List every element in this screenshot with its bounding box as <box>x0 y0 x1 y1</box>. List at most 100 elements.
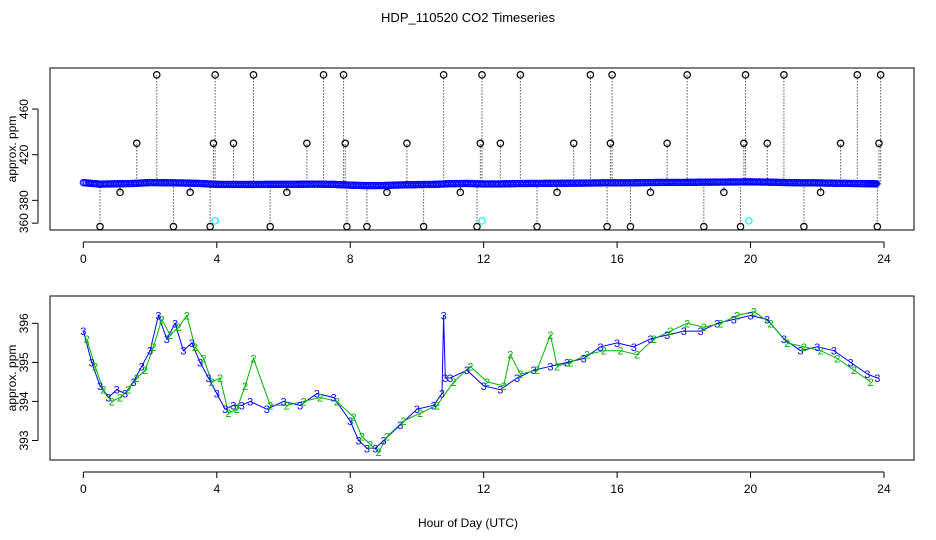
top-outlier-point <box>341 139 350 148</box>
bottom-point-2: 2 <box>284 400 290 412</box>
top-outlier-point <box>478 71 486 79</box>
bottom-point-2: 2 <box>317 393 323 405</box>
top-outlier-point <box>249 71 258 79</box>
bottom-point-2: 2 <box>634 350 640 362</box>
bottom-point-2: 2 <box>225 408 231 420</box>
bottom-x-tick-label: 8 <box>347 482 354 496</box>
bottom-point-2: 2 <box>267 400 273 412</box>
top-outlier-point <box>211 71 219 79</box>
top-y-tick-label: 360 <box>17 213 31 233</box>
bottom-point-2: 2 <box>142 365 148 377</box>
top-x-tick-label: 24 <box>877 252 891 266</box>
bottom-plot-frame <box>49 295 915 461</box>
bottom-point-3: 3 <box>441 311 447 323</box>
top-x-tick-label: 0 <box>80 252 87 266</box>
bottom-point-2: 2 <box>376 447 382 459</box>
bottom-point-2: 2 <box>451 377 457 389</box>
top-outlier-point <box>152 71 161 79</box>
bottom-point-2: 2 <box>125 385 131 397</box>
bottom-point-2: 2 <box>701 322 707 334</box>
bottom-point-2: 2 <box>617 346 623 358</box>
bottom-point-3: 3 <box>547 361 553 373</box>
bottom-point-2: 2 <box>684 318 690 330</box>
bottom-point-3: 3 <box>330 393 336 405</box>
top-plot-frame <box>49 67 915 231</box>
top-outlier-point <box>206 222 214 231</box>
top-outlier-point <box>343 222 351 231</box>
top-outlier-point <box>383 188 391 197</box>
bottom-point-3: 3 <box>497 385 503 397</box>
bottom-y-tick-label: 394 <box>17 391 31 411</box>
top-outlier-point <box>646 188 655 197</box>
top-outlier-point <box>283 188 291 197</box>
bottom-point-3: 3 <box>664 330 670 342</box>
bottom-x-tick-label: 4 <box>213 482 220 496</box>
bottom-point-2: 2 <box>818 346 824 358</box>
top-outlier-point <box>873 222 882 231</box>
top-y-axis: 360 380 420 460 <box>17 99 39 233</box>
bottom-point-2: 2 <box>834 353 840 365</box>
bottom-point-2: 2 <box>801 342 807 354</box>
bottom-point-3: 3 <box>874 373 880 385</box>
bottom-point-3: 3 <box>414 404 420 416</box>
top-points <box>79 71 885 231</box>
top-outlier-point <box>473 222 481 231</box>
bottom-point-2: 2 <box>359 432 365 444</box>
bottom-point-3: 3 <box>597 342 603 354</box>
top-outlier-point <box>533 222 541 231</box>
top-outlier-point <box>339 71 348 79</box>
bottom-point-3: 3 <box>214 389 220 401</box>
top-y-tick-label: 380 <box>17 190 31 210</box>
bottom-point-3: 3 <box>230 400 236 412</box>
bottom-x-axis: 0 4 8 12 16 20 24 <box>80 471 891 496</box>
top-outlier-point <box>439 71 448 79</box>
top-outlier-point <box>209 139 218 148</box>
bottom-y-tick-label: 396 <box>17 313 31 333</box>
bottom-point-3: 3 <box>731 314 737 326</box>
top-outlier-point <box>876 71 885 79</box>
bottom-point-2: 2 <box>501 381 507 393</box>
bottom-point-2: 2 <box>100 385 106 397</box>
bottom-point-2: 2 <box>667 326 673 338</box>
top-outlier-point <box>516 71 525 79</box>
top-outlier-point <box>363 222 371 231</box>
bottom-point-3: 3 <box>347 416 353 428</box>
bottom-point-3: 3 <box>264 404 270 416</box>
bottom-point-2: 2 <box>134 373 140 385</box>
bottom-point-3: 3 <box>314 389 320 401</box>
top-x-tick-label: 16 <box>610 252 624 266</box>
bottom-point-2: 2 <box>651 334 657 346</box>
bottom-point-3: 3 <box>814 342 820 354</box>
top-outlier-point <box>608 71 616 79</box>
bottom-point-2: 2 <box>250 353 256 365</box>
bottom-point-3: 3 <box>381 435 387 447</box>
top-outlier-point <box>740 139 748 148</box>
bottom-point-2: 2 <box>547 330 553 342</box>
bottom-point-2: 2 <box>851 365 857 377</box>
bottom-point-3: 3 <box>180 346 186 358</box>
bottom-point-2: 2 <box>209 377 215 389</box>
top-x-tick-label: 20 <box>744 252 758 266</box>
top-outlier-point <box>700 222 708 231</box>
bottom-point-3: 3 <box>447 373 453 385</box>
bottom-x-tick-label: 20 <box>744 482 758 496</box>
top-outlier-point <box>319 71 328 79</box>
top-x-tick-label: 8 <box>347 252 354 266</box>
bottom-point-3: 3 <box>222 404 228 416</box>
top-outlier-point <box>836 139 845 148</box>
bottom-point-2: 2 <box>384 432 390 444</box>
bottom-point-2: 2 <box>601 346 607 358</box>
bottom-y-axis: 393 394 395 396 <box>17 313 39 450</box>
bottom-point-2: 2 <box>84 334 90 346</box>
bottom-series-lines <box>82 311 878 454</box>
bottom-point-2: 2 <box>734 311 740 323</box>
bottom-point-3: 3 <box>747 311 753 323</box>
top-low-point <box>745 217 753 225</box>
top-x-tick-label: 12 <box>477 252 491 266</box>
top-outlier-point <box>720 188 728 197</box>
bottom-point-2: 2 <box>200 353 206 365</box>
bottom-point-2: 2 <box>367 439 373 451</box>
top-x-tick-label: 4 <box>213 252 220 266</box>
top-outlier-point <box>569 139 578 148</box>
top-outlier-point <box>683 71 691 79</box>
